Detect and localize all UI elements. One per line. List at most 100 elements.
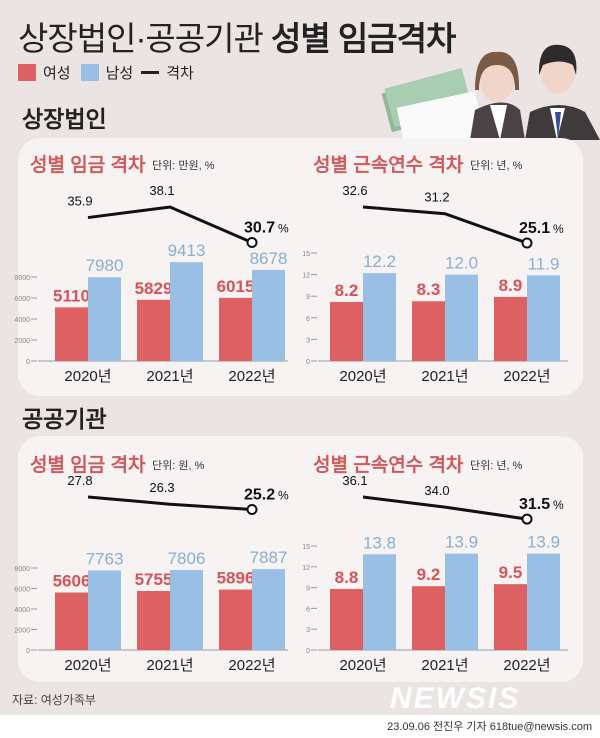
gap-value-label: 25.1 xyxy=(519,220,550,237)
tenure-gap-chart-public: 036912158.813.82020년9.213.92021년9.513.92… xyxy=(302,473,568,674)
female-value-label: 6015 xyxy=(217,277,255,296)
credit-text: 23.09.06 전진우 기자 618tue@newsis.com xyxy=(387,721,592,733)
y-tick-label: 15 xyxy=(302,251,310,258)
gap-value-label: 26.3 xyxy=(149,480,174,495)
male-value-label: 7887 xyxy=(250,548,288,567)
gap-value-label: 34.0 xyxy=(424,483,449,498)
female-value-label: 5606 xyxy=(53,572,91,591)
male-value-label: 12.0 xyxy=(445,254,478,273)
category-label: 2021년 xyxy=(421,368,468,385)
gap-value-label: 35.9 xyxy=(67,194,92,209)
gap-unit-label: % xyxy=(278,222,289,236)
y-tick-label: 6 xyxy=(306,316,310,323)
female-value-label: 8.3 xyxy=(417,280,441,299)
category-label: 2022년 xyxy=(228,657,275,674)
female-value-label: 8.8 xyxy=(335,568,359,587)
female-value-label: 5896 xyxy=(217,569,255,588)
y-tick-label: 2000 xyxy=(14,628,30,635)
chart-title: 성별 임금 격차 xyxy=(30,155,146,176)
gap-line xyxy=(87,205,253,244)
male-bar xyxy=(363,554,396,650)
gap-value-label: 31.5 xyxy=(519,496,550,513)
legend-female-swatch xyxy=(18,64,36,81)
male-value-label: 8678 xyxy=(250,249,288,268)
male-value-label: 7980 xyxy=(86,256,124,275)
male-bar xyxy=(88,277,121,361)
female-value-label: 9.2 xyxy=(417,565,441,584)
gap-value-label: 36.1 xyxy=(342,473,367,488)
y-tick-label: 3 xyxy=(306,337,310,344)
y-tick-label: 0 xyxy=(306,359,310,366)
gap-value-label: 38.1 xyxy=(149,183,174,198)
y-tick-label: 12 xyxy=(302,273,310,280)
y-tick-label: 12 xyxy=(302,565,310,572)
page-title: 상장법인·공공기관 성별 임금격차 xyxy=(18,20,456,57)
male-value-label: 7763 xyxy=(86,549,124,568)
male-value-label: 7806 xyxy=(168,549,206,568)
legend-gap-label: 격차 xyxy=(166,65,194,82)
gap-line xyxy=(362,205,528,245)
female-bar xyxy=(412,586,445,650)
male-bar xyxy=(252,569,285,650)
wage-gap-chart-listed: 0 2000 4000 6000 8000 5110 7980 2020년 5829 9413 20… xyxy=(14,183,289,385)
y-tick-label: 9 xyxy=(306,294,310,301)
female-bar xyxy=(219,297,252,361)
female-bar xyxy=(412,301,445,361)
y-tick-label: 3 xyxy=(306,627,310,634)
male-value-label: 13.9 xyxy=(445,533,478,552)
legend-gap-line xyxy=(141,71,160,74)
wage-gap-chart-public: 0 2000 4000 6000 8000 5606 7763 2020년 5755 7806 20… xyxy=(14,473,289,674)
gap-value-label: 30.7 xyxy=(244,220,275,237)
male-bar xyxy=(170,262,203,361)
y-tick-label: 6000 xyxy=(14,296,30,303)
category-label: 2021년 xyxy=(421,657,468,674)
female-bar xyxy=(330,301,363,361)
gap-end-marker xyxy=(521,237,533,249)
y-tick-label: 6000 xyxy=(14,587,30,594)
y-tick-label: 2000 xyxy=(14,338,30,345)
female-bar xyxy=(55,592,88,650)
y-tick-label: 0 xyxy=(26,359,30,366)
female-bar xyxy=(219,589,252,650)
y-tick-label: 8000 xyxy=(14,275,30,282)
category-label: 2022년 xyxy=(503,657,550,674)
male-value-label: 13.8 xyxy=(363,533,396,552)
male-value-label: 13.9 xyxy=(527,533,560,552)
gap-value-label: 32.6 xyxy=(342,183,367,198)
category-label: 2020년 xyxy=(339,657,386,674)
female-bar xyxy=(494,584,527,650)
y-tick-label: 4000 xyxy=(14,607,30,614)
male-bar xyxy=(363,273,396,361)
gap-unit-label: % xyxy=(278,488,289,502)
newsis-logo: NEWSIS xyxy=(390,682,521,715)
female-value-label: 8.9 xyxy=(499,276,523,295)
legend-male-swatch xyxy=(80,64,99,81)
chart-title: 성별 근속연수 격차 xyxy=(313,155,464,176)
gap-line xyxy=(362,495,528,521)
gap-end-marker xyxy=(246,503,258,515)
source-text: 자료: 여성가족부 xyxy=(12,693,96,707)
section-title-listed: 상장법인 xyxy=(22,106,107,132)
section-title-public: 공공기관 xyxy=(22,406,107,432)
female-value-label: 5755 xyxy=(135,570,173,589)
male-value-label: 11.9 xyxy=(528,254,560,273)
category-label: 2020년 xyxy=(339,368,386,385)
gap-value-label: 27.8 xyxy=(67,473,92,488)
category-label: 2022년 xyxy=(228,368,275,385)
male-bar xyxy=(88,570,121,650)
female-bar xyxy=(55,307,88,361)
chart-title: 성별 근속연수 격차 xyxy=(313,455,464,476)
male-value-label: 12.2 xyxy=(363,252,396,271)
chart-unit: 단위: 년, % xyxy=(470,460,523,472)
gap-line xyxy=(87,495,253,511)
y-tick-label: 6 xyxy=(306,606,310,613)
legend-male-label: 남성 xyxy=(105,65,134,82)
category-label: 2021년 xyxy=(146,368,193,385)
gap-end-marker xyxy=(246,237,258,249)
y-tick-label: 4000 xyxy=(14,317,30,324)
female-bar xyxy=(137,591,170,650)
chart-unit: 단위: 년, % xyxy=(470,160,523,172)
female-value-label: 5829 xyxy=(135,279,173,298)
chart-title: 성별 임금 격차 xyxy=(30,455,146,476)
chart-unit: 단위: 만원, % xyxy=(152,160,215,172)
